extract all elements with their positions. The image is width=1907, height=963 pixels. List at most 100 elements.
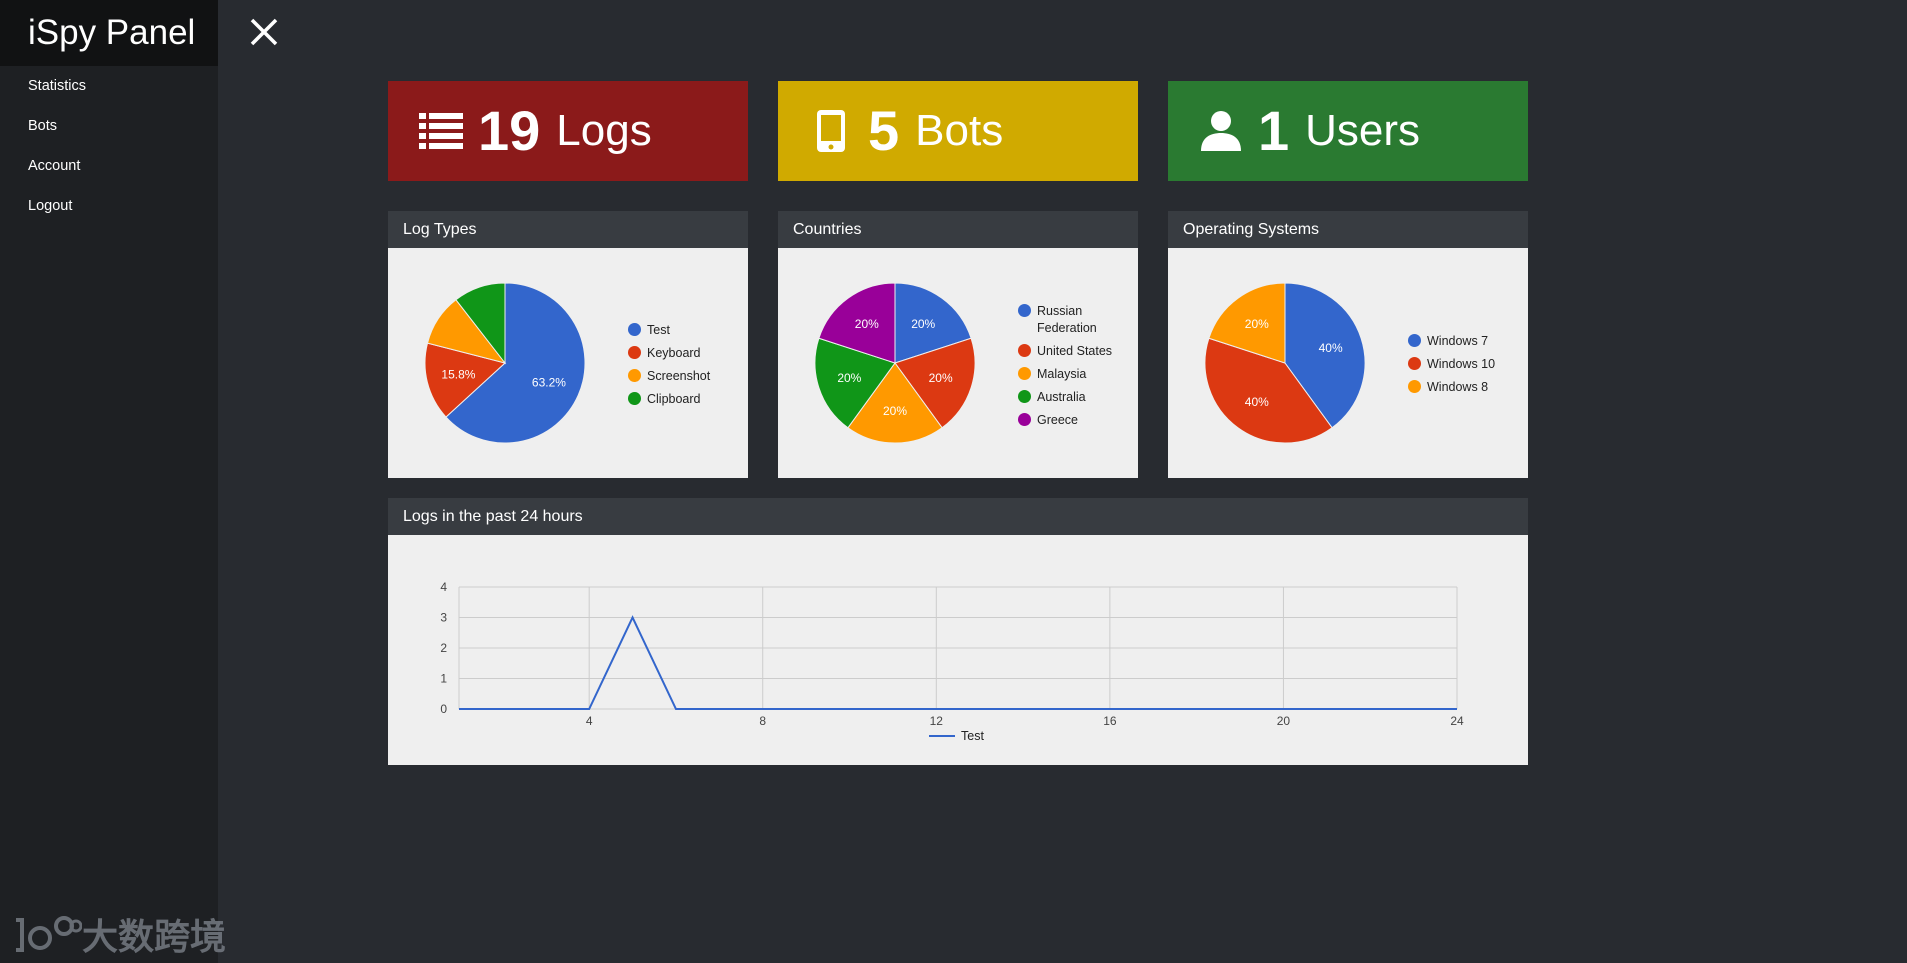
watermark-text: 大数跨境 (82, 916, 227, 957)
pie-slice[interactable] (847, 362, 943, 444)
users-count: 1 (1258, 99, 1290, 162)
pie-slice-label: 63.2% (532, 375, 566, 389)
bots-count: 5 (868, 99, 900, 162)
pie-slice-label: 40% (1319, 341, 1343, 355)
legend-label: Russian Federation (1037, 304, 1097, 335)
pie-slice[interactable] (445, 282, 586, 444)
legend-label: Test (961, 729, 984, 743)
stat-bots-tile[interactable]: 5 Bots (778, 81, 1138, 181)
log-types-panel: Log Types 63.2% 15.8% Test Keyboard Screens… (388, 211, 748, 478)
legend-item[interactable]: Malaysia (1018, 366, 1127, 383)
legend-label: Windows 7 (1427, 334, 1489, 348)
legend-label: Keyboard (647, 346, 701, 360)
pie-slice[interactable] (894, 337, 976, 429)
pie-slice-label: 20% (911, 317, 935, 331)
countries-pie-chart: 20% 20% 20% 20% 20% (814, 282, 976, 444)
log-types-pie-chart: 63.2% 15.8% (424, 282, 586, 444)
legend-label: Test (647, 323, 670, 337)
y-tick-label: 0 (440, 702, 447, 716)
legend-label: Clipboard (647, 392, 701, 406)
pie-slice[interactable] (814, 337, 896, 429)
logs24-panel: Logs in the past 24 hours 0 1 2 3 4 4 8 12 16 20 2… (388, 498, 1528, 765)
legend-label: Windows 10 (1427, 357, 1496, 371)
pie-slice[interactable] (1208, 282, 1286, 364)
y-tick-label: 3 (440, 611, 447, 625)
stat-logs-tile[interactable]: 19 Logs (388, 81, 748, 181)
os-title: Operating Systems (1168, 211, 1528, 248)
close-icon[interactable] (249, 17, 279, 47)
log-types-legend: Test Keyboard Screenshot Clipboard (628, 322, 710, 414)
users-label: Users (1305, 106, 1421, 155)
sidebar-item-bots[interactable]: Bots (28, 118, 58, 134)
pie-slice-label: 20% (837, 371, 861, 385)
os-pie-chart: 40% 40% 20% (1204, 282, 1366, 444)
legend-swatch (1018, 304, 1031, 317)
user-icon (1198, 108, 1244, 154)
x-tick-label: 8 (759, 714, 766, 728)
legend-item[interactable]: Windows 8 (1408, 379, 1495, 396)
sidebar-item-account[interactable]: Account (28, 158, 81, 174)
legend-item[interactable]: Windows 10 (1408, 356, 1495, 373)
countries-legend: Russian Federation United States Malaysia A… (1018, 303, 1127, 435)
legend-swatch (1018, 344, 1031, 357)
pie-slice-label: 20% (855, 317, 879, 331)
legend-item[interactable]: Greece (1018, 412, 1127, 429)
pie-slice-label: 40% (1245, 395, 1269, 409)
legend-swatch (1018, 367, 1031, 380)
x-tick-label: 24 (1450, 714, 1464, 728)
legend-swatch (1408, 380, 1421, 393)
pie-slice-label: 20% (929, 371, 953, 385)
legend-item[interactable]: Windows 7 (1408, 333, 1495, 350)
pie-slice[interactable] (818, 282, 896, 364)
legend-swatch (628, 392, 641, 405)
sidebar: iSpy Panel Statistics Bots Account Logou… (0, 0, 218, 963)
logs24-title: Logs in the past 24 hours (388, 498, 1528, 535)
legend-item[interactable]: Keyboard (628, 345, 710, 362)
countries-title: Countries (778, 211, 1138, 248)
legend-swatch (628, 346, 641, 359)
countries-panel: Countries 20% 20% 20% 20% 20% Russian Federa… (778, 211, 1138, 478)
legend-item[interactable]: Russian Federation (1018, 303, 1127, 337)
os-panel: Operating Systems 40% 40% 20% Windows 7 Win… (1168, 211, 1528, 478)
legend-swatch (1018, 390, 1031, 403)
legend-label: Greece (1037, 413, 1078, 427)
legend-swatch (1408, 357, 1421, 370)
pie-slice[interactable] (1284, 282, 1366, 429)
pie-slice-label: 15.8% (441, 368, 475, 382)
legend-item[interactable]: Clipboard (628, 391, 710, 408)
legend-item[interactable]: Screenshot (628, 368, 710, 385)
log-types-title: Log Types (388, 211, 748, 248)
pie-slice-label: 20% (883, 404, 907, 418)
sidebar-item-logout[interactable]: Logout (28, 198, 73, 214)
y-tick-label: 2 (440, 641, 447, 655)
logs-count: 19 (478, 99, 541, 162)
y-tick-label: 4 (440, 580, 447, 594)
pie-slice[interactable] (455, 282, 506, 365)
x-tick-label: 20 (1277, 714, 1291, 728)
os-legend: Windows 7 Windows 10 Windows 8 (1408, 333, 1495, 402)
x-tick-label: 16 (1103, 714, 1117, 728)
brand-title[interactable]: iSpy Panel (0, 0, 218, 66)
stat-users-tile[interactable]: 1 Users (1168, 81, 1528, 181)
bots-label: Bots (915, 106, 1004, 155)
phone-icon (808, 108, 854, 154)
x-tick-label: 12 (930, 714, 944, 728)
series-line[interactable] (459, 615, 1457, 710)
legend-item[interactable]: Australia (1018, 389, 1127, 406)
pie-slice[interactable] (424, 342, 507, 418)
legend-swatch (1018, 413, 1031, 426)
legend-label: Windows 8 (1427, 380, 1489, 394)
y-tick-label: 1 (440, 672, 447, 686)
pie-slice[interactable] (894, 282, 972, 364)
legend-item[interactable]: United States (1018, 343, 1127, 360)
legend-label: Screenshot (647, 369, 711, 383)
pie-slice[interactable] (1204, 337, 1333, 444)
legend-swatch (1408, 334, 1421, 347)
legend-swatch (628, 323, 641, 336)
watermark: 大数跨境 (12, 908, 226, 960)
sidebar-item-statistics[interactable]: Statistics (28, 78, 87, 94)
watermark-logo-icon (16, 916, 82, 952)
pie-slice-label: 20% (1245, 317, 1269, 331)
legend-item[interactable]: Test (628, 322, 710, 339)
